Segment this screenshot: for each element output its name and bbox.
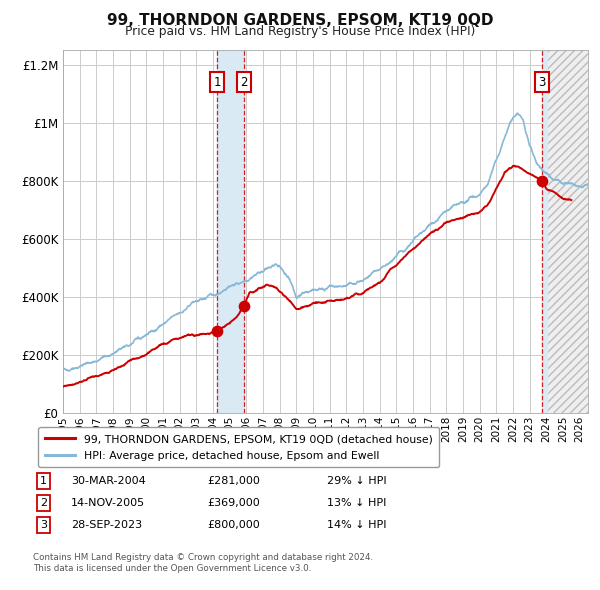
Text: Price paid vs. HM Land Registry's House Price Index (HPI): Price paid vs. HM Land Registry's House … bbox=[125, 25, 475, 38]
Text: 3: 3 bbox=[40, 520, 47, 529]
Bar bbox=[542, 50, 547, 413]
Text: £800,000: £800,000 bbox=[207, 520, 260, 529]
Text: 99, THORNDON GARDENS, EPSOM, KT19 0QD: 99, THORNDON GARDENS, EPSOM, KT19 0QD bbox=[107, 13, 493, 28]
Point bbox=[537, 176, 547, 185]
Text: 3: 3 bbox=[538, 76, 545, 88]
Point bbox=[212, 327, 222, 336]
Text: Contains HM Land Registry data © Crown copyright and database right 2024.: Contains HM Land Registry data © Crown c… bbox=[33, 553, 373, 562]
Text: 1: 1 bbox=[214, 76, 221, 88]
Text: £281,000: £281,000 bbox=[207, 476, 260, 486]
Text: This data is licensed under the Open Government Licence v3.0.: This data is licensed under the Open Gov… bbox=[33, 565, 311, 573]
Bar bbox=[217, 50, 244, 413]
Text: £369,000: £369,000 bbox=[207, 498, 260, 507]
Text: 29% ↓ HPI: 29% ↓ HPI bbox=[327, 476, 386, 486]
Bar bbox=[547, 50, 588, 413]
Text: 1: 1 bbox=[40, 476, 47, 486]
Legend: 99, THORNDON GARDENS, EPSOM, KT19 0QD (detached house), HPI: Average price, deta: 99, THORNDON GARDENS, EPSOM, KT19 0QD (d… bbox=[38, 427, 439, 467]
Text: 13% ↓ HPI: 13% ↓ HPI bbox=[327, 498, 386, 507]
Text: 30-MAR-2004: 30-MAR-2004 bbox=[71, 476, 146, 486]
Text: 14-NOV-2005: 14-NOV-2005 bbox=[71, 498, 145, 507]
Point bbox=[239, 301, 249, 310]
Text: 2: 2 bbox=[40, 498, 47, 507]
Text: 28-SEP-2023: 28-SEP-2023 bbox=[71, 520, 142, 529]
Text: 2: 2 bbox=[241, 76, 248, 88]
Text: 14% ↓ HPI: 14% ↓ HPI bbox=[327, 520, 386, 529]
